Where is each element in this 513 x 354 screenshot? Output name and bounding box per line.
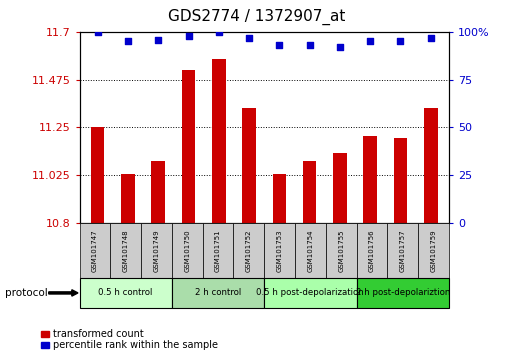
Bar [333,153,347,223]
Text: 0.5 h post-depolarization: 0.5 h post-depolarization [256,289,364,297]
Text: 2 h control: 2 h control [195,289,241,297]
Text: GSM101750: GSM101750 [184,229,190,272]
Text: 0.5 h control: 0.5 h control [98,289,153,297]
Bar [363,136,377,223]
Point [184,33,192,39]
Text: GSM101755: GSM101755 [338,229,344,272]
Point [336,44,344,50]
Point [245,35,253,40]
Point [93,29,102,35]
Text: protocol: protocol [5,288,48,298]
Bar [91,127,105,223]
Bar [242,108,256,223]
Text: transformed count: transformed count [53,329,144,339]
Point [397,39,405,44]
Text: 2 h post-depolariztion: 2 h post-depolariztion [356,289,450,297]
Text: percentile rank within the sample: percentile rank within the sample [53,340,219,350]
Bar [303,161,317,223]
Point [154,37,162,42]
Bar [121,174,135,223]
Bar [151,161,165,223]
Bar [272,174,286,223]
Point [427,35,435,40]
Point [306,42,314,48]
Text: GSM101748: GSM101748 [123,229,129,272]
Bar [393,138,407,223]
Text: GSM101757: GSM101757 [400,229,406,272]
Text: GSM101749: GSM101749 [153,229,160,272]
Point [366,39,374,44]
Text: GSM101753: GSM101753 [277,229,283,272]
Text: GSM101747: GSM101747 [92,229,98,272]
Point [275,42,284,48]
Text: GSM101754: GSM101754 [307,229,313,272]
Point [124,39,132,44]
Text: GSM101752: GSM101752 [246,229,252,272]
Bar [182,70,195,223]
Bar [212,59,226,223]
Text: GSM101759: GSM101759 [430,229,437,272]
Bar [424,108,438,223]
Text: GDS2774 / 1372907_at: GDS2774 / 1372907_at [168,9,345,25]
Text: GSM101751: GSM101751 [215,229,221,272]
Text: GSM101756: GSM101756 [369,229,375,272]
Point [214,29,223,35]
